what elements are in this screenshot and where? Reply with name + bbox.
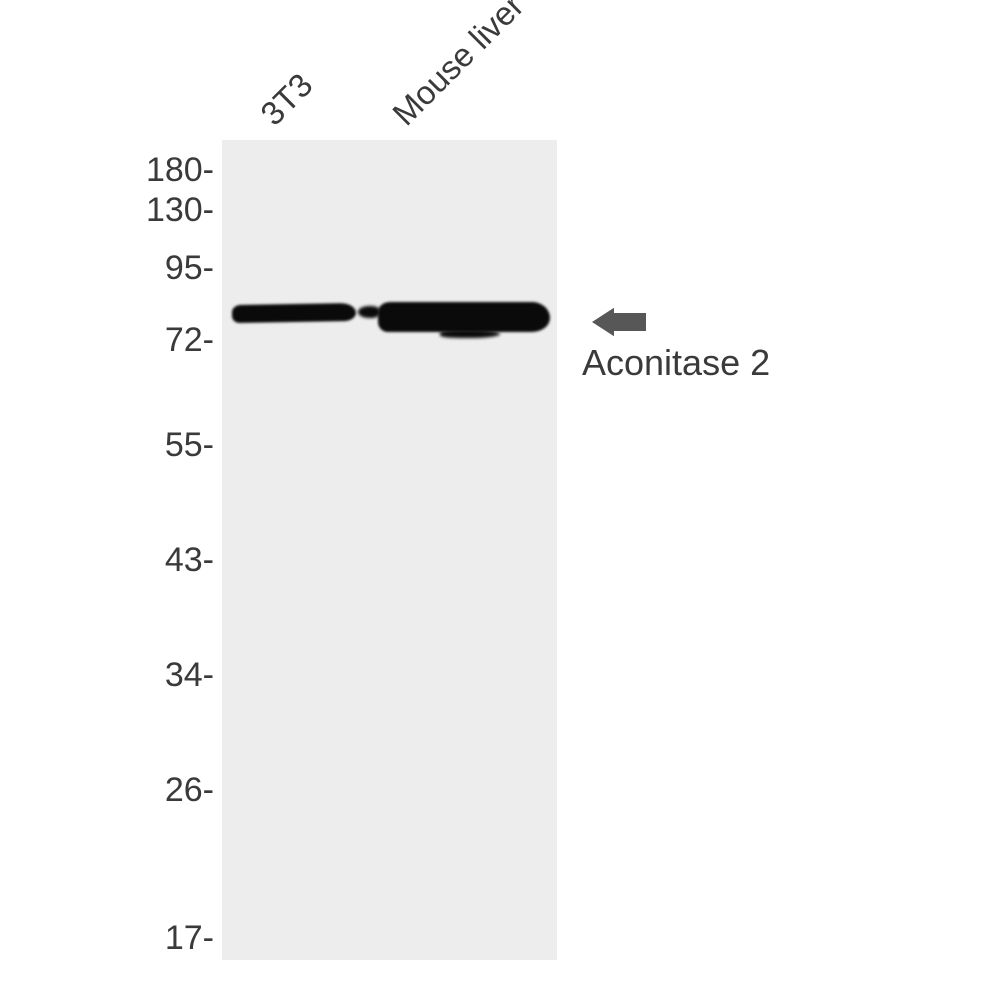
mw-marker-95: 95- <box>165 249 214 288</box>
lane-label-3t3: 3T3 <box>253 66 320 133</box>
target-protein-label: Aconitase 2 <box>582 342 770 384</box>
band-detail-1 <box>440 330 500 338</box>
mw-marker-180: 180- <box>146 151 214 190</box>
blot-membrane <box>222 140 557 960</box>
mw-marker-43: 43- <box>165 541 214 580</box>
band-mouse-liver <box>378 302 550 332</box>
mw-marker-55: 55- <box>165 426 214 465</box>
band-detail-0 <box>358 306 380 318</box>
mw-marker-17: 17- <box>165 919 214 958</box>
mw-marker-26: 26- <box>165 771 214 810</box>
target-protein-text: Aconitase 2 <box>582 342 770 383</box>
mw-marker-34: 34- <box>165 656 214 695</box>
mw-marker-72: 72- <box>165 321 214 360</box>
band-3t3 <box>232 303 356 323</box>
target-arrow <box>592 302 662 347</box>
lane-label-mouse-liver: Mouse liver <box>385 0 531 133</box>
mw-marker-130: 130- <box>146 191 214 230</box>
